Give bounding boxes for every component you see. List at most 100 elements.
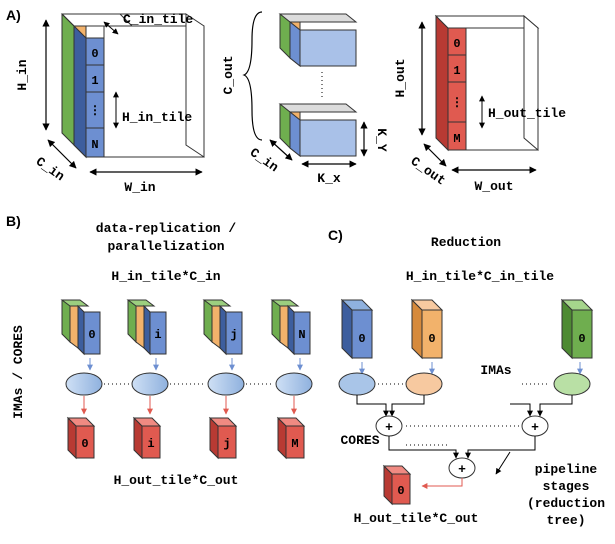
input-slab-blue-side [77,304,85,356]
reduction-tile-orange-label: 0 [428,332,435,346]
k-y-label: K_Y [374,128,389,152]
arrow-final-output [421,478,463,489]
panel-c-label: C) [328,227,343,243]
h-out-tile-label: H_out_tile [488,106,566,121]
arrow-ima-orange-add [389,395,425,417]
reduction-tile-blue [340,298,374,360]
panel-b-input-label: H_in_tile*C_in [111,269,220,284]
output-tile-dots: ⋮ [451,96,463,110]
input-tile-label: i [154,328,161,342]
input-tile-n: N [91,138,98,152]
input-slab-blue-side [219,304,227,356]
weight-c-in-arrow [269,139,293,161]
ima-orange [405,372,443,396]
reduction-tile-orange [410,298,444,360]
adder-2-sign: + [531,420,539,435]
output-tensor [434,14,540,152]
weight-kernel-top [278,13,358,68]
input-slab-blue [83,311,101,355]
input-tile-label: N [298,328,305,342]
output-tile-m: M [453,132,460,146]
arrow-adder1-final [388,436,459,459]
panel-b-label: B) [6,213,21,229]
pipeline-line-1: pipeline [535,462,598,477]
w-out-label: W_out [474,179,513,194]
output-tile-label: j [223,437,230,451]
input-slab-orange [211,305,221,349]
input-slab-orange [135,305,145,349]
arrow-ima-green-add [537,395,573,417]
input-slab-green [127,299,137,344]
output-tile-label: 0 [81,437,88,451]
input-slab-blue [293,311,311,355]
input-tile-label: j [230,328,237,342]
pipeline-arrow [495,451,511,475]
output-slab [285,425,305,459]
pipeline-line-2: stages [543,479,590,494]
c-out-label: C_out [221,55,236,94]
output-tile-label: i [147,437,154,451]
input-slab-green [271,299,281,344]
weight-c-in-label: C_in [247,145,281,175]
panel-b-title-1: data-replication / [96,221,237,236]
panel-b-output-label: H_out_tile*C_out [114,473,239,488]
input-tensor [60,13,205,159]
output-slab [217,425,237,459]
panel-c-title: Reduction [431,235,501,250]
ima-green [553,372,591,396]
input-slab-orange [279,305,289,349]
input-slab-top [60,299,90,307]
input-slab-top [202,299,232,307]
output-tile-label: M [291,437,298,451]
input-slab-top [270,299,300,307]
c-in-label: C_in [33,154,67,184]
input-tile-label: 0 [88,328,95,342]
h-in-label: H_in [15,59,30,90]
panel-b-title-2: parallelization [107,239,224,254]
c-in-tile-label: C_in_tile [123,12,193,27]
adder-final-sign: + [458,462,466,477]
pipeline-line-4: tree) [546,513,585,528]
input-slab-blue-side [287,304,295,356]
input-slab-blue [225,311,243,355]
ima-ellipse [65,372,103,396]
h-out-label: H_out [393,58,408,97]
w-in-label: W_in [124,180,155,195]
input-slab-green [203,299,213,344]
reduction-output-tile [382,464,412,506]
input-slab-green [61,299,71,344]
imas-label: IMAs [480,363,511,378]
input-slab-blue [149,311,167,355]
weight-kernel-bottom [278,103,358,158]
cores-label: CORES [340,433,379,448]
output-tile-1: 1 [453,64,460,78]
arrow-ima-blue-add [356,395,389,417]
pipeline-line-3: (reduction [527,496,605,511]
ima-ellipse [275,372,313,396]
ima-ellipse [131,372,169,396]
input-tile-dots: ⋮ [89,104,101,118]
c-out-arrow [423,143,447,167]
panel-a-label: A) [6,7,21,23]
input-tile-1: 1 [91,74,98,88]
input-slab-top [126,299,156,307]
panel-c-output-label: H_out_tile*C_out [354,511,479,526]
k-x-label: K_x [317,171,341,186]
reduction-tile-blue-label: 0 [358,332,365,346]
c-in-arrow [47,139,77,169]
arrow-partial-add [510,403,533,417]
input-tile-0: 0 [91,47,98,61]
panel-b-side-label: IMAs / CORES [11,325,26,419]
output-slab [75,425,95,459]
output-slab [141,425,161,459]
parallel-columns: 0 0 i i j j N M [60,299,313,460]
output-c-out-label: C_out [408,154,449,189]
panel-c-input-label: H_in_tile*C_in_tile [406,269,554,284]
adder-1-sign: + [385,420,393,435]
c-out-brace [242,11,263,141]
reduction-tile-green [560,298,594,360]
ima-blue [338,372,376,396]
c-in-tile-arrow [103,21,119,35]
input-slab-blue-side [143,304,151,356]
